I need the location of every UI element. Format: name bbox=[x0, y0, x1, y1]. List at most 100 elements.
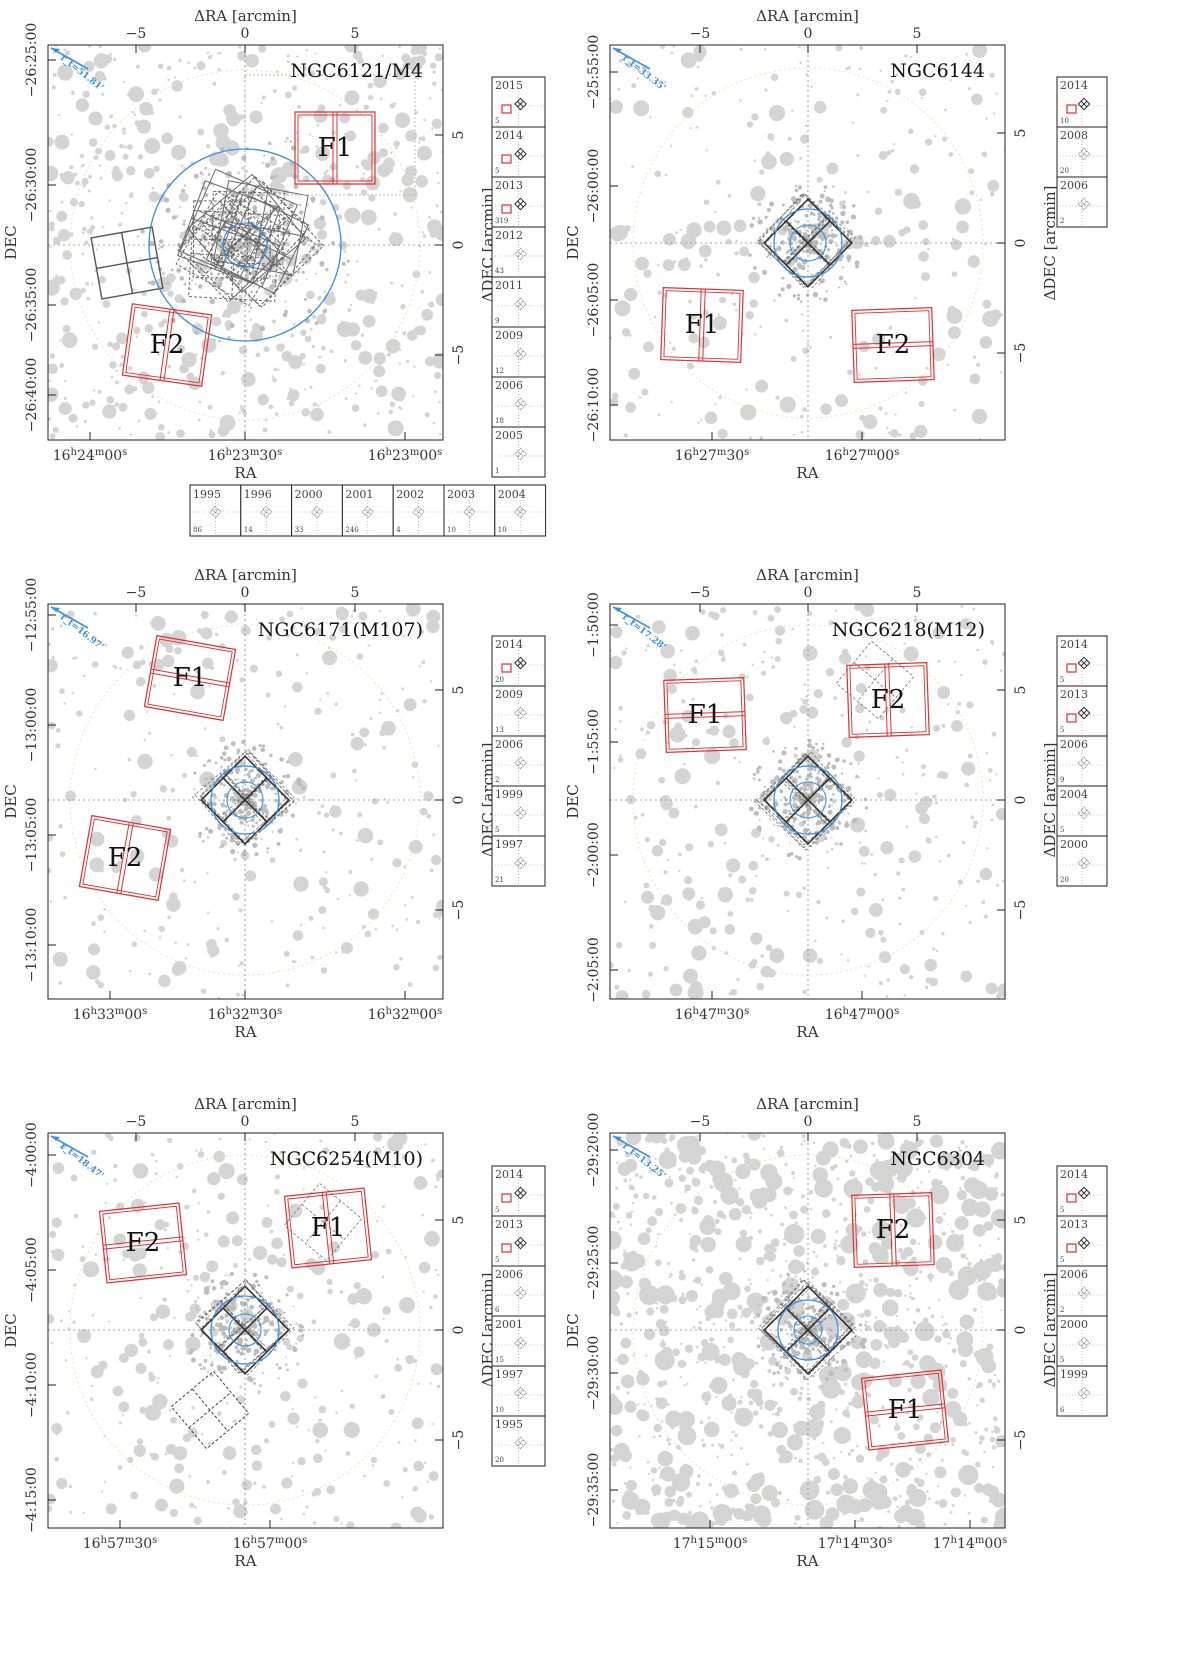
ra-tick-part: 00 bbox=[419, 1007, 437, 1023]
cluster-star bbox=[245, 810, 252, 817]
cluster-star bbox=[220, 1370, 224, 1375]
star bbox=[629, 1179, 632, 1182]
star bbox=[296, 797, 299, 801]
star bbox=[840, 953, 843, 956]
star bbox=[882, 1299, 899, 1317]
star bbox=[763, 1252, 771, 1260]
ra-tick-part: m bbox=[867, 1006, 877, 1017]
cluster-star bbox=[264, 162, 271, 168]
star bbox=[636, 77, 639, 80]
field-outline bbox=[660, 286, 744, 364]
star bbox=[923, 1433, 933, 1444]
star bbox=[196, 1229, 200, 1233]
star bbox=[48, 279, 60, 296]
cluster-star bbox=[239, 820, 244, 825]
cluster-star bbox=[254, 852, 259, 857]
star bbox=[150, 1452, 159, 1461]
star bbox=[992, 1416, 998, 1422]
star bbox=[373, 365, 386, 378]
star bbox=[197, 1202, 200, 1205]
star bbox=[985, 751, 988, 755]
star bbox=[675, 231, 678, 234]
star bbox=[60, 297, 69, 306]
star bbox=[402, 331, 407, 336]
star bbox=[844, 190, 848, 194]
star bbox=[758, 1424, 764, 1429]
star bbox=[780, 711, 793, 725]
epoch-count: 5 bbox=[1060, 826, 1064, 834]
star bbox=[714, 1218, 720, 1224]
star bbox=[298, 848, 303, 853]
star bbox=[1000, 991, 1004, 996]
star bbox=[385, 1248, 392, 1255]
star bbox=[379, 698, 382, 701]
cluster-star bbox=[827, 804, 831, 809]
star bbox=[129, 433, 133, 436]
star bbox=[219, 765, 224, 769]
star bbox=[776, 1149, 785, 1158]
epoch-field-mark bbox=[501, 663, 512, 673]
cluster-star bbox=[213, 338, 216, 341]
star bbox=[436, 1177, 440, 1182]
cluster-star bbox=[764, 215, 768, 219]
star bbox=[714, 823, 728, 837]
star bbox=[663, 261, 668, 265]
star bbox=[155, 1159, 158, 1163]
core-radius-circle bbox=[228, 1313, 262, 1347]
cluster-star bbox=[218, 1326, 225, 1332]
star bbox=[193, 1516, 202, 1525]
star bbox=[261, 1217, 273, 1229]
star bbox=[733, 756, 737, 760]
star bbox=[683, 1383, 686, 1387]
star bbox=[926, 247, 930, 251]
star bbox=[610, 1211, 615, 1218]
cluster-star bbox=[248, 775, 252, 779]
star bbox=[898, 1332, 910, 1344]
star bbox=[318, 906, 327, 915]
star bbox=[619, 1275, 633, 1289]
star bbox=[316, 404, 320, 407]
cluster-star bbox=[757, 219, 763, 225]
cluster-star bbox=[215, 255, 219, 258]
star bbox=[367, 94, 374, 101]
star bbox=[874, 1316, 878, 1319]
cluster-star bbox=[209, 272, 214, 276]
cluster-star bbox=[838, 821, 842, 825]
pointing-footprint bbox=[514, 1336, 527, 1350]
cluster-star bbox=[207, 173, 211, 176]
star bbox=[54, 45, 58, 48]
epoch-count: 319 bbox=[495, 217, 508, 225]
star bbox=[428, 215, 432, 219]
star bbox=[863, 1206, 871, 1213]
star bbox=[736, 977, 740, 982]
star bbox=[753, 333, 757, 336]
epoch-year: 2012 bbox=[495, 229, 523, 242]
star bbox=[118, 427, 122, 430]
star bbox=[115, 369, 118, 372]
star bbox=[340, 1522, 343, 1525]
cluster-star bbox=[282, 312, 288, 318]
star bbox=[855, 682, 867, 694]
star bbox=[865, 927, 876, 938]
star bbox=[104, 643, 108, 647]
ra-tick-part: h bbox=[843, 447, 850, 458]
cluster-star bbox=[807, 743, 813, 749]
pointing-footprint bbox=[178, 194, 285, 301]
star bbox=[388, 1408, 395, 1415]
star bbox=[118, 1353, 129, 1364]
cluster-star bbox=[237, 1337, 244, 1343]
star bbox=[745, 897, 751, 903]
epoch-year: 2014 bbox=[495, 638, 523, 651]
star bbox=[638, 1435, 641, 1438]
star bbox=[295, 131, 298, 135]
radius-arrow-head bbox=[613, 607, 622, 612]
footprint-outline bbox=[760, 753, 856, 848]
epoch-count: 18 bbox=[495, 417, 504, 425]
cluster-star bbox=[221, 804, 225, 808]
cluster-star bbox=[249, 1304, 255, 1310]
epoch-year: 1995 bbox=[193, 488, 221, 501]
ra-tick-label: 16h33m00s bbox=[73, 1006, 148, 1023]
star bbox=[658, 1466, 661, 1470]
star bbox=[206, 1209, 211, 1214]
